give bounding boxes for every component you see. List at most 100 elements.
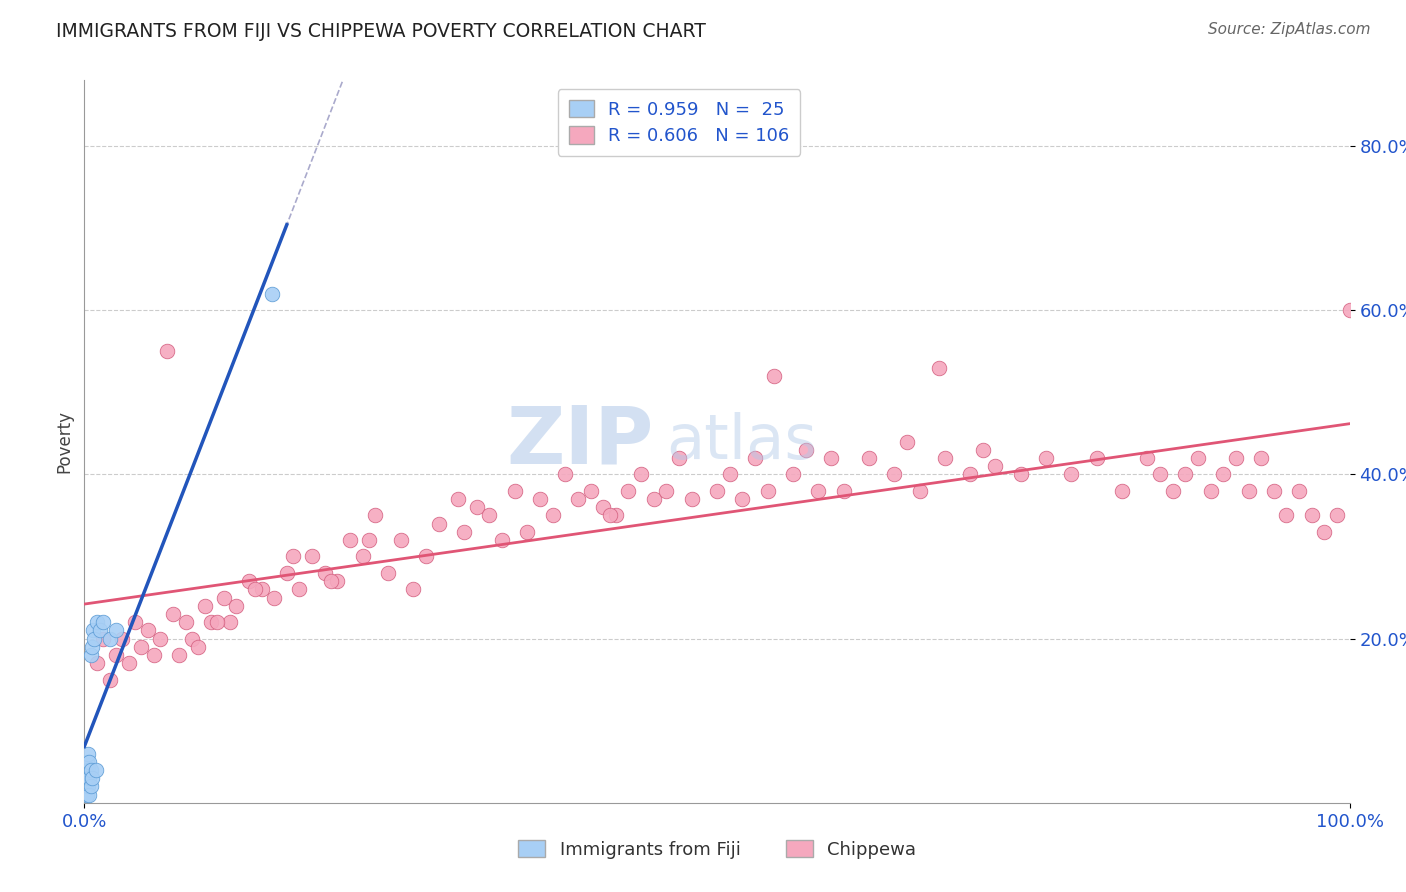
Point: [260, 286, 283, 301]
Point: [79, 763, 103, 777]
Point: [212, 591, 235, 605]
Point: [516, 524, 538, 539]
Point: [820, 450, 842, 465]
Point: [554, 467, 576, 482]
Legend: Immigrants from Fiji, Chippewa: Immigrants from Fiji, Chippewa: [510, 833, 924, 866]
Point: [129, 640, 153, 654]
Point: [402, 582, 425, 597]
Point: [1060, 467, 1083, 482]
Point: [136, 624, 159, 638]
Point: [79, 788, 101, 802]
Text: IMMIGRANTS FROM FIJI VS CHIPPEWA POVERTY CORRELATION CHART: IMMIGRANTS FROM FIJI VS CHIPPEWA POVERTY…: [56, 22, 706, 41]
Point: [592, 500, 614, 515]
Point: [605, 508, 627, 523]
Point: [77, 780, 100, 794]
Point: [98, 673, 121, 687]
Point: [75, 780, 97, 794]
Point: [579, 483, 602, 498]
Point: [89, 624, 111, 638]
Point: [83, 632, 105, 646]
Point: [832, 483, 855, 498]
Point: [76, 771, 98, 785]
Point: [238, 574, 260, 588]
Text: Source: ZipAtlas.com: Source: ZipAtlas.com: [1208, 22, 1371, 37]
Point: [80, 640, 103, 654]
Point: [1136, 450, 1159, 465]
Point: [79, 648, 103, 662]
Point: [756, 483, 779, 498]
Point: [93, 615, 115, 630]
Y-axis label: Poverty: Poverty: [55, 410, 73, 473]
Point: [1199, 483, 1222, 498]
Point: [86, 615, 108, 630]
Point: [326, 574, 349, 588]
Point: [75, 763, 97, 777]
Point: [80, 771, 103, 785]
Point: [225, 599, 247, 613]
Point: [86, 657, 108, 671]
Point: [263, 591, 285, 605]
Point: [668, 450, 690, 465]
Point: [807, 483, 830, 498]
Point: [200, 615, 222, 630]
Point: [105, 624, 127, 638]
Point: [1149, 467, 1171, 482]
Point: [314, 566, 336, 580]
Point: [959, 467, 981, 482]
Point: [1237, 483, 1260, 498]
Point: [1035, 450, 1057, 465]
Point: [883, 467, 905, 482]
Point: [82, 624, 104, 638]
Point: [643, 491, 665, 506]
Point: [1010, 467, 1032, 482]
Point: [79, 755, 101, 769]
Point: [321, 574, 343, 588]
Point: [149, 632, 172, 646]
Point: [1250, 450, 1272, 465]
Point: [453, 524, 475, 539]
Point: [84, 763, 107, 777]
Point: [928, 360, 950, 375]
Point: [1225, 450, 1247, 465]
Point: [415, 549, 437, 564]
Point: [174, 615, 197, 630]
Point: [1263, 483, 1285, 498]
Point: [744, 450, 766, 465]
Point: [250, 582, 273, 597]
Point: [447, 491, 470, 506]
Point: [76, 788, 98, 802]
Point: [162, 607, 184, 621]
Point: [617, 483, 640, 498]
Point: [478, 508, 501, 523]
Point: [1301, 508, 1323, 523]
Point: [79, 771, 101, 785]
Point: [1111, 483, 1133, 498]
Point: [79, 780, 103, 794]
Point: [1085, 450, 1108, 465]
Point: [143, 648, 166, 662]
Point: [187, 640, 209, 654]
Text: ZIP: ZIP: [506, 402, 654, 481]
Point: [908, 483, 931, 498]
Point: [503, 483, 526, 498]
Point: [359, 533, 381, 547]
Point: [1212, 467, 1234, 482]
Point: [339, 533, 361, 547]
Point: [245, 582, 267, 597]
Point: [529, 491, 551, 506]
Point: [155, 344, 177, 359]
Point: [718, 467, 741, 482]
Point: [111, 632, 134, 646]
Point: [281, 549, 305, 564]
Point: [105, 648, 127, 662]
Point: [77, 747, 100, 761]
Point: [706, 483, 728, 498]
Point: [1174, 467, 1197, 482]
Point: [541, 508, 564, 523]
Point: [1313, 524, 1336, 539]
Point: [288, 582, 311, 597]
Point: [731, 491, 754, 506]
Point: [984, 459, 1007, 474]
Point: [389, 533, 412, 547]
Point: [124, 615, 146, 630]
